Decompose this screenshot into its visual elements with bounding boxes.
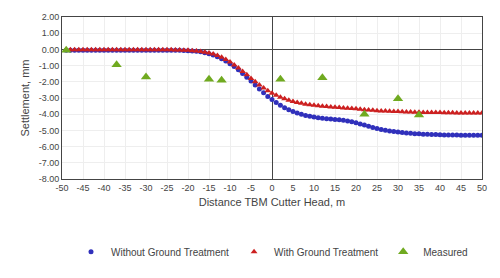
svg-text:-45: -45 — [76, 183, 89, 193]
svg-text:-10: -10 — [223, 183, 236, 193]
svg-text:-1.00: -1.00 — [39, 61, 60, 71]
svg-text:-8.00: -8.00 — [39, 174, 60, 184]
svg-text:5: 5 — [290, 183, 295, 193]
svg-text:-20: -20 — [181, 183, 194, 193]
svg-text:-3.00: -3.00 — [39, 93, 60, 103]
svg-text:-35: -35 — [118, 183, 131, 193]
svg-text:-40: -40 — [97, 183, 110, 193]
svg-text:-5.00: -5.00 — [39, 126, 60, 136]
svg-text:15: 15 — [330, 183, 340, 193]
svg-text:-7.00: -7.00 — [39, 158, 60, 168]
svg-text:-50: -50 — [55, 183, 68, 193]
svg-text:0: 0 — [269, 183, 274, 193]
svg-text:-4.00: -4.00 — [39, 109, 60, 119]
svg-text:1.00: 1.00 — [42, 28, 60, 38]
svg-text:2.00: 2.00 — [42, 12, 60, 22]
svg-text:35: 35 — [414, 183, 424, 193]
svg-text:Distance TBM Cutter Head, m: Distance TBM Cutter Head, m — [199, 196, 346, 208]
svg-text:10: 10 — [309, 183, 319, 193]
svg-text:-30: -30 — [139, 183, 152, 193]
svg-text:-5: -5 — [247, 183, 255, 193]
svg-text:Measured: Measured — [423, 247, 467, 258]
svg-text:With Ground Treatment: With Ground Treatment — [274, 247, 378, 258]
svg-text:40: 40 — [435, 183, 445, 193]
svg-text:45: 45 — [456, 183, 466, 193]
svg-text:-25: -25 — [160, 183, 173, 193]
svg-text:30: 30 — [393, 183, 403, 193]
svg-text:Settlement, mm: Settlement, mm — [19, 59, 31, 136]
svg-text:25: 25 — [372, 183, 382, 193]
svg-text:-2.00: -2.00 — [39, 77, 60, 87]
svg-text:-6.00: -6.00 — [39, 142, 60, 152]
svg-text:Without Ground Treatment: Without Ground Treatment — [111, 247, 229, 258]
svg-text:20: 20 — [351, 183, 361, 193]
svg-text:-15: -15 — [202, 183, 215, 193]
svg-text:50: 50 — [477, 183, 487, 193]
svg-text:0.00: 0.00 — [42, 45, 60, 55]
